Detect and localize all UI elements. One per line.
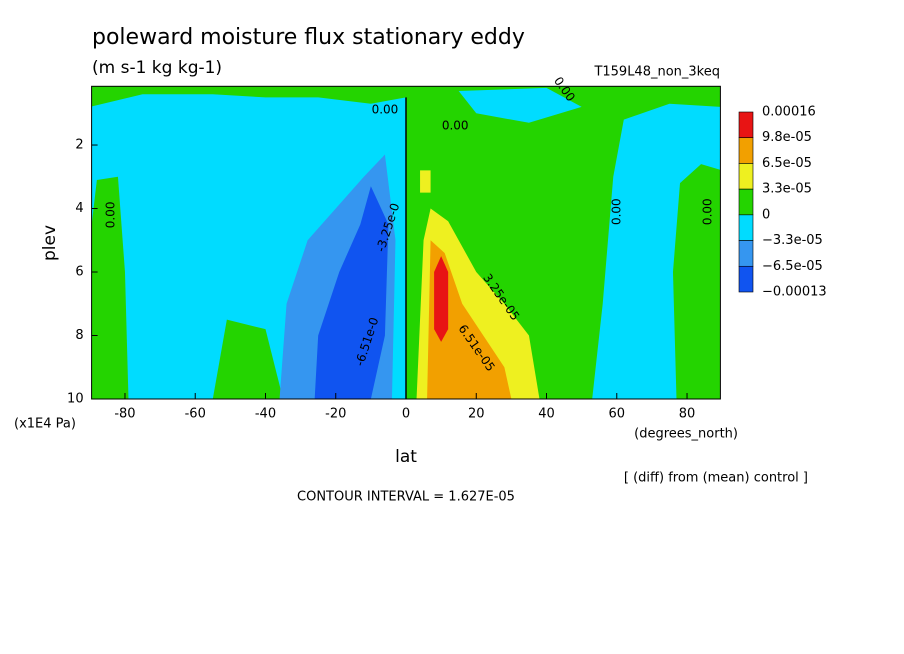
y-units: (x1E4 Pa) (14, 417, 76, 432)
colorbar-box (738, 137, 754, 164)
chart-title: poleward moisture flux stationary eddy (92, 25, 525, 50)
colorbar-label: 9.8e-05 (762, 130, 812, 145)
y-tick-label: 2 (75, 138, 83, 153)
colorbar-label: 6.5e-05 (762, 156, 812, 171)
plot-area (91, 86, 721, 399)
colorbar-label: 3.3e-05 (762, 182, 812, 197)
colorbar-box (738, 240, 754, 267)
contour-interval: CONTOUR INTERVAL = 1.627E-05 (297, 490, 515, 505)
x-axis-label: lat (395, 447, 417, 467)
x-tick-label: 60 (608, 407, 625, 422)
y-tick-label: 10 (67, 392, 84, 407)
contour-label: 0.00 (609, 198, 623, 225)
colorbar-box (738, 265, 754, 293)
colorbar-box (738, 111, 754, 139)
colorbar-label: −0.00013 (762, 285, 827, 300)
x-tick-label: 20 (468, 407, 485, 422)
y-tick-label: 6 (75, 265, 83, 280)
contour-region (420, 170, 431, 193)
contour-region (314, 186, 389, 399)
chart-subtitle: (m s-1 kg kg-1) (92, 58, 222, 78)
x-tick-label: -80 (114, 407, 135, 422)
colorbar-label: 0.00016 (762, 105, 816, 120)
y-tick-label: 4 (75, 201, 83, 216)
colorbar-box (738, 188, 754, 216)
x-tick-label: 40 (538, 407, 555, 422)
contour-label: 0.00 (701, 198, 715, 225)
x-tick-label: -40 (255, 407, 276, 422)
contour-region (212, 319, 284, 399)
x-units: (degrees_north) (634, 427, 738, 442)
y-axis-label: plev (40, 225, 60, 261)
note: [ (diff) from (mean) control ] (624, 471, 808, 486)
x-tick-label: -60 (185, 407, 206, 422)
contour-region (672, 164, 721, 399)
x-tick-label: -20 (325, 407, 346, 422)
x-tick-label: 0 (402, 407, 410, 422)
contour-label: 0.00 (103, 202, 117, 229)
colorbar-label: 0 (762, 207, 770, 222)
colorbar-box (738, 163, 754, 190)
y-tick-label: 8 (75, 328, 83, 343)
contour-region (91, 176, 129, 399)
colorbar-box (738, 214, 754, 241)
contour-label: 0.00 (442, 118, 469, 132)
run-name: T159L48_non_3keq (593, 65, 720, 80)
contour-region (458, 87, 582, 123)
colorbar-label: −6.5e-05 (762, 259, 823, 274)
x-tick-label: 80 (679, 407, 696, 422)
contour-region (434, 256, 449, 342)
colorbar-label: −3.3e-05 (762, 233, 823, 248)
contour-label: 0.00 (372, 103, 399, 117)
